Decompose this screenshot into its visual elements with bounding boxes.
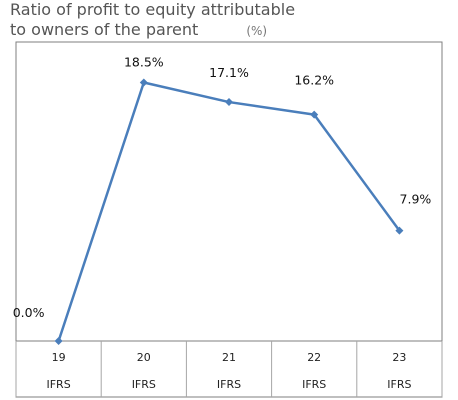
category-sublabel: IFRS bbox=[46, 378, 70, 391]
category-tick-label: 21 bbox=[222, 351, 236, 364]
chart-title-line-2: to owners of the parent (%) bbox=[10, 20, 295, 41]
data-label-layer: 0.0% 18.5% 17.1% 16.2% 7.9% bbox=[13, 55, 432, 321]
data-label: 17.1% bbox=[209, 65, 249, 80]
data-label: 16.2% bbox=[294, 73, 334, 88]
category-tick-label: 23 bbox=[392, 351, 406, 364]
data-point-marker bbox=[225, 98, 233, 107]
data-point-marker bbox=[310, 110, 319, 119]
data-label: 7.9% bbox=[400, 192, 432, 207]
series-layer bbox=[54, 78, 404, 345]
series-line bbox=[57, 81, 401, 342]
chart-title: Ratio of profit to equity attributable t… bbox=[10, 0, 295, 41]
category-sublabel: IFRS bbox=[217, 378, 241, 391]
category-tick-label: 20 bbox=[137, 351, 151, 364]
data-label: 18.5% bbox=[124, 55, 164, 70]
data-point-marker bbox=[54, 337, 63, 345]
category-tick-label: 19 bbox=[52, 351, 66, 364]
chart-title-line-2-text: to owners of the parent bbox=[10, 20, 199, 39]
chart-unit: (%) bbox=[246, 24, 268, 38]
category-sublabel: IFRS bbox=[302, 378, 326, 391]
category-sublabel: IFRS bbox=[132, 378, 156, 391]
plot-frame bbox=[15, 41, 443, 398]
data-point-marker bbox=[395, 226, 404, 235]
category-table: 19 IFRS 20 IFRS 21 IFRS 22 IFRS 23 IFRS bbox=[15, 340, 443, 397]
category-tick-label: 22 bbox=[307, 351, 321, 364]
data-label: 0.0% bbox=[13, 305, 45, 320]
data-point-marker bbox=[139, 78, 148, 87]
chart-title-line-1: Ratio of profit to equity attributable bbox=[10, 0, 296, 19]
category-sublabel: IFRS bbox=[387, 378, 411, 391]
